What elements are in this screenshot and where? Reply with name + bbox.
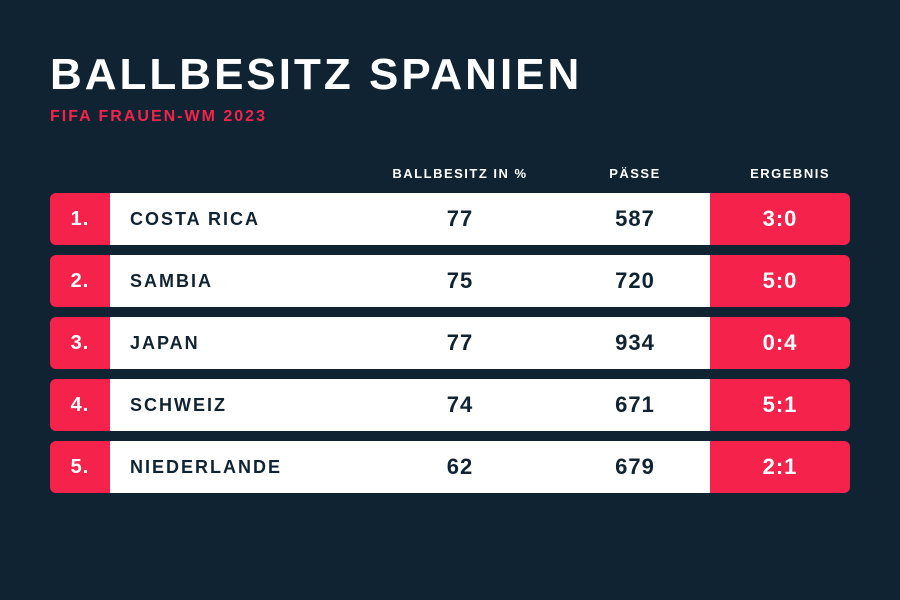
header-passes: PÄSSE xyxy=(560,166,710,181)
country-cell: SAMBIA xyxy=(110,255,360,307)
possession-cell: 77 xyxy=(360,193,560,245)
stats-table: BALLBESITZ IN % PÄSSE ERGEBNIS 1. COSTA … xyxy=(50,166,850,493)
header-spacer-country xyxy=(110,166,360,181)
rank-cell: 3. xyxy=(50,317,110,369)
rank-cell: 1. xyxy=(50,193,110,245)
header-possession: BALLBESITZ IN % xyxy=(360,166,560,181)
possession-cell: 75 xyxy=(360,255,560,307)
country-cell: JAPAN xyxy=(110,317,360,369)
country-cell: COSTA RICA xyxy=(110,193,360,245)
result-cell: 5:0 xyxy=(710,255,850,307)
rank-cell: 4. xyxy=(50,379,110,431)
possession-cell: 77 xyxy=(360,317,560,369)
table-header-row: BALLBESITZ IN % PÄSSE ERGEBNIS xyxy=(50,166,850,181)
result-cell: 3:0 xyxy=(710,193,850,245)
table-row: 1. COSTA RICA 77 587 3:0 xyxy=(50,193,850,245)
table-row: 3. JAPAN 77 934 0:4 xyxy=(50,317,850,369)
table-row: 4. SCHWEIZ 74 671 5:1 xyxy=(50,379,850,431)
passes-cell: 671 xyxy=(560,379,710,431)
result-cell: 5:1 xyxy=(710,379,850,431)
passes-cell: 587 xyxy=(560,193,710,245)
table-row: 2. SAMBIA 75 720 5:0 xyxy=(50,255,850,307)
passes-cell: 720 xyxy=(560,255,710,307)
result-cell: 0:4 xyxy=(710,317,850,369)
result-cell: 2:1 xyxy=(710,441,850,493)
header-result: ERGEBNIS xyxy=(710,166,850,181)
rank-cell: 5. xyxy=(50,441,110,493)
country-cell: NIEDERLANDE xyxy=(110,441,360,493)
possession-cell: 62 xyxy=(360,441,560,493)
rank-cell: 2. xyxy=(50,255,110,307)
table-row: 5. NIEDERLANDE 62 679 2:1 xyxy=(50,441,850,493)
possession-cell: 74 xyxy=(360,379,560,431)
page-title: BALLBESITZ SPANIEN xyxy=(50,50,850,100)
country-cell: SCHWEIZ xyxy=(110,379,360,431)
header-spacer-rank xyxy=(50,166,110,181)
page-subtitle: FIFA FRAUEN-WM 2023 xyxy=(50,108,850,126)
passes-cell: 934 xyxy=(560,317,710,369)
passes-cell: 679 xyxy=(560,441,710,493)
